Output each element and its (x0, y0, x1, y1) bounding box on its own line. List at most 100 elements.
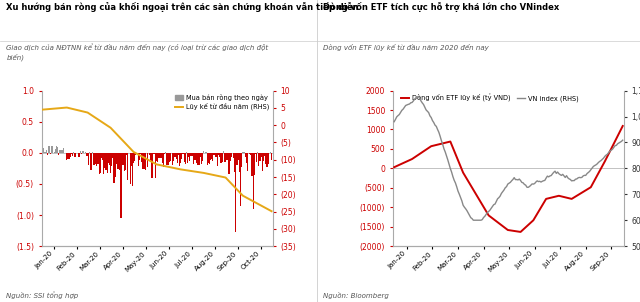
Bar (239, 153, 240, 172)
Bar (49, 146, 50, 153)
Bar (57, 147, 58, 153)
Bar (70, 153, 71, 157)
Bar (100, 153, 101, 173)
Bar (139, 153, 140, 160)
Bar (195, 153, 196, 160)
Text: Xu hướng bán ròng của khối ngoại trên các sàn chứng khoán vẫn tiếp diễn: Xu hướng bán ròng của khối ngoại trên cá… (6, 2, 359, 11)
Bar (264, 153, 265, 156)
Bar (67, 153, 68, 159)
Bar (255, 153, 256, 154)
Bar (112, 153, 113, 158)
Bar (141, 153, 142, 162)
Bar (61, 150, 63, 153)
Bar (104, 153, 106, 168)
Bar (147, 153, 148, 167)
Bar (99, 153, 100, 174)
Bar (194, 153, 195, 160)
Bar (168, 153, 169, 165)
Bar (44, 152, 45, 153)
Bar (83, 151, 84, 153)
Bar (106, 153, 107, 169)
Bar (155, 153, 156, 178)
Bar (247, 153, 248, 171)
Bar (143, 153, 145, 169)
Bar (221, 153, 223, 162)
Bar (60, 150, 61, 153)
Bar (84, 152, 86, 153)
Bar (102, 153, 103, 160)
Bar (107, 153, 108, 173)
Bar (158, 153, 159, 158)
Bar (193, 153, 194, 164)
Bar (93, 153, 94, 165)
Bar (209, 153, 210, 164)
Bar (126, 153, 127, 155)
Bar (244, 153, 246, 157)
Bar (181, 153, 182, 159)
Bar (142, 153, 143, 169)
Bar (51, 146, 52, 153)
Bar (177, 153, 178, 162)
Bar (118, 153, 119, 169)
Text: Nguồn: Bloomberg: Nguồn: Bloomberg (323, 292, 389, 299)
Text: Giao dịch của NĐTNN kể từ đầu năm đến nay (có loại trừ các giao dịch đột
biến): Giao dịch của NĐTNN kể từ đầu năm đến na… (6, 44, 269, 61)
Bar (113, 153, 115, 183)
Bar (152, 153, 154, 154)
Bar (217, 153, 218, 166)
Bar (187, 153, 188, 163)
Bar (119, 153, 120, 170)
Bar (266, 153, 268, 167)
Bar (73, 152, 74, 153)
Bar (178, 153, 179, 155)
Bar (123, 153, 124, 165)
Bar (270, 152, 271, 153)
Bar (268, 153, 269, 164)
Bar (125, 153, 126, 170)
Bar (201, 153, 202, 164)
Bar (56, 146, 57, 153)
Bar (109, 153, 110, 165)
Bar (253, 153, 255, 175)
Bar (86, 153, 87, 156)
Bar (72, 153, 73, 156)
Bar (129, 153, 131, 185)
Legend: Mua bán ròng theo ngày, Lũy kế từ đầu năm (RHS): Mua bán ròng theo ngày, Lũy kế từ đầu nă… (175, 94, 269, 111)
Bar (210, 153, 211, 160)
Bar (211, 153, 212, 159)
Bar (202, 153, 203, 161)
Bar (250, 153, 252, 155)
Bar (164, 153, 165, 154)
Bar (111, 153, 112, 166)
Bar (197, 153, 198, 165)
Bar (212, 153, 214, 161)
Bar (182, 153, 184, 154)
Bar (230, 153, 231, 161)
Bar (80, 150, 81, 153)
Bar (134, 153, 135, 161)
Bar (243, 152, 244, 153)
Bar (169, 153, 170, 162)
Bar (94, 153, 95, 165)
Bar (131, 153, 132, 165)
Bar (88, 153, 90, 165)
Bar (122, 153, 123, 165)
Bar (120, 153, 122, 218)
Bar (172, 153, 173, 165)
Bar (175, 153, 177, 159)
Bar (271, 153, 272, 160)
Bar (74, 153, 76, 157)
Bar (47, 153, 48, 155)
Bar (108, 153, 109, 162)
Bar (71, 153, 72, 154)
Bar (110, 153, 111, 173)
Bar (227, 153, 228, 160)
Bar (87, 153, 88, 156)
Bar (162, 153, 163, 163)
Bar (68, 153, 70, 159)
Bar (54, 152, 55, 153)
Bar (116, 153, 117, 164)
Bar (138, 153, 139, 166)
Bar (196, 153, 197, 163)
Bar (233, 153, 234, 159)
Bar (246, 153, 247, 163)
